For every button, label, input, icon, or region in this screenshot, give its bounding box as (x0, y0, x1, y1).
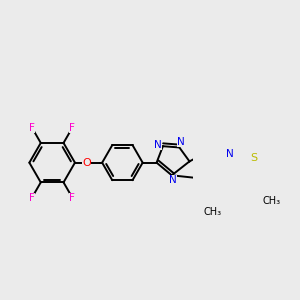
Text: N: N (154, 140, 162, 150)
Text: F: F (70, 193, 75, 203)
Text: N: N (177, 137, 184, 147)
Text: F: F (29, 193, 35, 203)
Text: N: N (169, 176, 177, 185)
Text: CH₃: CH₃ (203, 207, 221, 217)
Text: F: F (70, 123, 75, 133)
Text: CH₃: CH₃ (263, 196, 281, 206)
Text: S: S (250, 153, 258, 163)
Text: F: F (29, 123, 35, 133)
Text: N: N (226, 149, 234, 159)
Text: O: O (82, 158, 91, 168)
